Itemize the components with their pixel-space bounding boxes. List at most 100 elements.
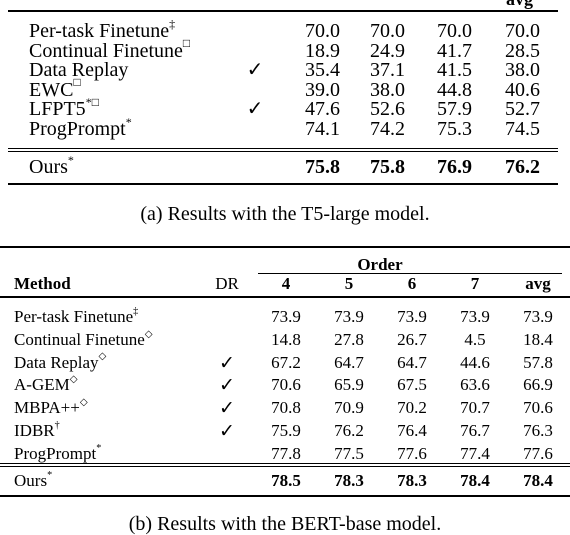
table-row-value: 74.2 — [370, 118, 405, 140]
table-b-ours-rule-top — [0, 463, 570, 464]
table-row-value: 73.9 — [397, 307, 427, 326]
method-name: Data Replay — [14, 352, 99, 372]
method-name: A-GEM — [14, 375, 70, 395]
table-row-value: 76.3 — [523, 421, 553, 440]
method-marker: *□ — [85, 94, 99, 109]
table-row-value: 57.8 — [523, 352, 553, 372]
table-row-dr-check: ✓ — [219, 398, 235, 420]
table-b-top-rule — [0, 246, 570, 248]
method-marker: ‡ — [169, 16, 176, 31]
table-a-ours-value: 76.2 — [505, 156, 540, 178]
table-row-value: 26.7 — [397, 329, 427, 349]
table-row-dr-check: ✓ — [246, 98, 264, 121]
table-row-value: 27.8 — [334, 329, 364, 349]
method-name: Per-task Finetune — [14, 307, 134, 326]
table-b-ours-value: 78.5 — [271, 471, 301, 490]
table-a-caption: (a) Results with the T5-large model. — [140, 203, 430, 225]
table-row-method: IDBR† — [14, 419, 60, 440]
table-row-value: 52.7 — [505, 98, 540, 121]
table-row-value: 73.9 — [334, 307, 364, 326]
table-b-ours-value: 78.3 — [334, 471, 364, 490]
table-row-value: 4.5 — [464, 329, 486, 349]
table-b-header-col: 6 — [407, 274, 417, 293]
table-row-value: 18.9 — [305, 39, 340, 62]
table-row-value: 63.6 — [460, 375, 490, 395]
table-row-value: 18.4 — [523, 329, 553, 349]
method-marker: □ — [73, 75, 81, 90]
table-row-value: 70.2 — [397, 398, 427, 418]
table-row-dr-check: ✓ — [219, 375, 235, 397]
table-row-value: 70.0 — [305, 20, 340, 42]
table-a-ours-value: 75.8 — [305, 156, 340, 178]
table-row-value: 77.4 — [460, 443, 490, 463]
table-row-value: 65.9 — [334, 375, 364, 395]
table-row-value: 64.7 — [334, 352, 364, 372]
table-row-value: 70.6 — [271, 375, 301, 395]
table-a-ours-value: 76.9 — [437, 156, 472, 178]
table-row-method: EWC□ — [29, 76, 81, 101]
table-row-method: Continual Finetune◇ — [14, 328, 153, 349]
table-row-value: 52.6 — [370, 98, 405, 121]
table-row-method: A-GEM◇ — [14, 374, 78, 395]
method-name: EWC — [29, 78, 74, 101]
table-row-value: 73.9 — [271, 307, 301, 326]
table-row-value: 73.9 — [460, 307, 490, 326]
method-marker: ◇ — [98, 351, 107, 363]
method-marker: ◇ — [69, 374, 78, 386]
method-marker: ‡ — [133, 305, 139, 317]
method-name: Per-task Finetune — [29, 20, 170, 42]
table-row-value: 38.0 — [370, 78, 405, 101]
table-a-header-rule — [8, 10, 558, 12]
table-row-value: 35.4 — [305, 59, 340, 82]
method-marker: ◇ — [144, 328, 153, 340]
table-row-value: 73.9 — [523, 307, 553, 326]
method-marker: ◇ — [79, 397, 88, 409]
table-b-order-rule — [258, 273, 562, 274]
table-row-value: 74.5 — [505, 118, 540, 140]
table-row-method: LFPT5*□ — [29, 96, 99, 119]
method-name: ProgPrompt — [14, 443, 97, 463]
table-row-method: Per-task Finetune‡ — [14, 305, 139, 326]
table-row-value: 39.0 — [305, 78, 340, 101]
table-b-ours-rule-top-2 — [0, 466, 570, 467]
table-row-value: 28.5 — [505, 39, 540, 62]
table-row-value: 64.7 — [397, 352, 427, 372]
method-marker: □ — [182, 36, 191, 51]
table-row-value: 41.5 — [437, 59, 472, 82]
table-row-value: 67.5 — [397, 375, 427, 395]
table-row-value: 70.8 — [271, 398, 301, 418]
table-b-header-rule — [0, 296, 570, 298]
method-marker: * — [96, 442, 102, 454]
method-marker: † — [54, 419, 60, 431]
table-row-value: 44.8 — [437, 78, 472, 101]
table-b-header-method: Method — [14, 274, 71, 293]
table-b-ours-value: 78.4 — [523, 471, 553, 490]
method-name: Continual Finetune — [29, 39, 183, 62]
table-row-value: 44.6 — [460, 352, 490, 372]
table-b-header-col: 4 — [281, 274, 291, 293]
table-row-value: 67.2 — [271, 352, 301, 372]
table-b-order-label: Order — [357, 255, 403, 274]
table-row-method: Per-task Finetune‡ — [29, 18, 175, 42]
table-row-value: 70.7 — [460, 398, 490, 418]
table-row-value: 70.0 — [437, 20, 472, 42]
table-row-value: 77.6 — [523, 443, 553, 463]
table-row-value: 75.9 — [271, 421, 301, 440]
method-marker: * — [125, 114, 132, 129]
table-a-ours-method: Ours* — [29, 152, 74, 178]
table-row-value: 66.9 — [523, 375, 553, 395]
table-a-ours-value: 75.8 — [370, 156, 405, 178]
table-row-value: 40.6 — [505, 78, 540, 101]
method-name: Continual Finetune — [14, 329, 145, 349]
method-name: IDBR — [14, 421, 55, 440]
table-row-value: 14.8 — [271, 329, 301, 349]
table-row-value: 37.1 — [370, 59, 405, 82]
table-row-value: 47.6 — [305, 98, 340, 121]
method-name: Data Replay — [29, 59, 129, 82]
table-row-value: 77.6 — [397, 443, 427, 463]
table-b-bottom-rule — [0, 495, 570, 497]
table-a-header-avg: avg — [506, 0, 533, 8]
table-row-value: 74.1 — [305, 118, 340, 140]
table-b-header-dr: DR — [215, 274, 239, 293]
table-b-header-col: 5 — [344, 274, 354, 293]
